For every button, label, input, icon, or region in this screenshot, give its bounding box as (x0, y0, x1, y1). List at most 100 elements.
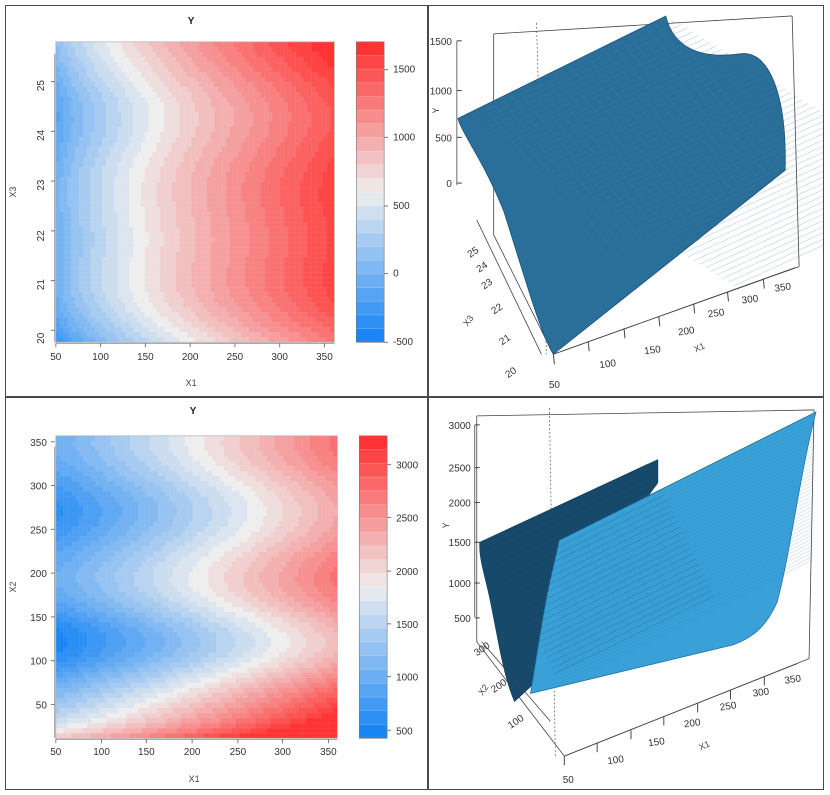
heatmap-cell (137, 262, 142, 268)
heatmap-cell (226, 267, 231, 273)
heatmap-cell (102, 440, 107, 447)
heatmap-cell (195, 46, 200, 52)
heatmap-cell (322, 41, 327, 47)
heatmap-cell (140, 207, 145, 213)
heatmap-cell (330, 101, 335, 108)
heatmap-cell (179, 111, 184, 118)
heatmap-cell (210, 297, 215, 303)
x-axis-line (553, 267, 796, 355)
heatmap-cell (210, 151, 215, 158)
heatmap-cell (307, 292, 312, 298)
heatmap-cell (133, 76, 138, 83)
heatmap-cell (102, 111, 107, 118)
heatmap-cell (137, 445, 143, 452)
heatmap-cell (86, 322, 91, 328)
heatmap-cell (168, 262, 173, 268)
heatmap-cell (307, 212, 312, 218)
heatmap-cell (284, 41, 289, 47)
heatmap-cell (303, 141, 308, 148)
heatmap-cell (307, 302, 312, 308)
heatmap-cell (291, 121, 296, 128)
heatmap-cell (183, 197, 188, 203)
heatmap-cell (299, 177, 304, 183)
heatmap-cell (109, 312, 115, 318)
heatmap-cell (315, 146, 320, 153)
heatmap-cell (222, 222, 227, 228)
heatmap-cell (187, 61, 192, 67)
heatmap-cell (86, 272, 91, 278)
heatmap-cell (241, 167, 246, 173)
heatmap-cell (86, 167, 91, 173)
heatmap-cell (229, 167, 234, 173)
heatmap-cell (90, 262, 95, 268)
heatmap-cell (229, 131, 234, 138)
heatmap-cell (226, 131, 231, 138)
heatmap-cell (164, 71, 169, 78)
heatmap-cell (287, 247, 292, 253)
heatmap-cell (235, 461, 240, 467)
heatmap-cell (183, 307, 188, 313)
heatmap-cell (160, 116, 165, 123)
heatmap-cell (195, 262, 200, 268)
heatmap-cell (67, 106, 72, 113)
heatmap-cell (206, 237, 211, 243)
heatmap-cell (245, 116, 250, 123)
heatmap-cell (276, 177, 281, 183)
heatmap-cell (253, 237, 258, 243)
heatmap-cell (315, 76, 320, 83)
heatmap-cell (144, 111, 149, 118)
heatmap-cell (298, 461, 303, 467)
heatmap-cell (280, 66, 285, 73)
heatmap-cell (183, 222, 188, 228)
heatmap-cell (253, 317, 258, 323)
heatmap-cell (198, 126, 203, 133)
heatmap-cell (129, 317, 134, 323)
heatmap-cell (276, 207, 281, 213)
heatmap-cell (106, 192, 111, 198)
heatmap-cell (187, 197, 192, 203)
heatmap-cell (63, 71, 68, 78)
heatmap-cell (208, 445, 213, 452)
heatmap-cell (294, 440, 299, 447)
heatmap-cell (249, 71, 254, 78)
heatmap-cell (156, 287, 161, 293)
heatmap-cell (144, 337, 149, 343)
heatmap-cell (249, 66, 254, 73)
heatmap-cell (168, 252, 173, 258)
heatmap-cell (233, 322, 238, 328)
heatmap-cell (315, 247, 320, 253)
heatmap-cell (284, 46, 289, 52)
heatmap-cell (318, 167, 323, 173)
heatmap-cell (94, 466, 99, 472)
heatmap-cell (253, 302, 258, 308)
heatmap-cell (326, 217, 331, 223)
heatmap-cell (63, 440, 68, 447)
heatmap-cell (133, 131, 138, 138)
heatmap-cell (148, 81, 153, 88)
heatmap-cell (102, 156, 107, 163)
heatmap-cell (187, 131, 192, 138)
heatmap-cell (241, 81, 246, 88)
heatmap-cell (63, 317, 68, 323)
heatmap-cell (241, 71, 246, 78)
heatmap-cell (164, 267, 169, 273)
heatmap-cell (82, 197, 87, 203)
heatmap-cell (247, 461, 252, 467)
heatmap-cell (168, 202, 173, 208)
heatmap-cell (191, 86, 196, 93)
heatmap-cell (137, 167, 142, 173)
heatmap-cell (284, 222, 289, 228)
heatmap-cell (79, 222, 84, 228)
heatmap-cell (86, 46, 91, 52)
heatmap-cell (187, 187, 192, 193)
heatmap-cell (299, 146, 304, 153)
heatmap-cell (317, 450, 322, 457)
heatmap-cell (241, 297, 246, 303)
heatmap-cell (222, 121, 227, 128)
heatmap-cell (121, 177, 126, 183)
heatmap-cell (202, 146, 207, 153)
heatmap-cell (245, 217, 250, 223)
heatmap-cell (171, 111, 176, 118)
heatmap-cell (71, 51, 76, 57)
heatmap-cell (299, 307, 304, 313)
